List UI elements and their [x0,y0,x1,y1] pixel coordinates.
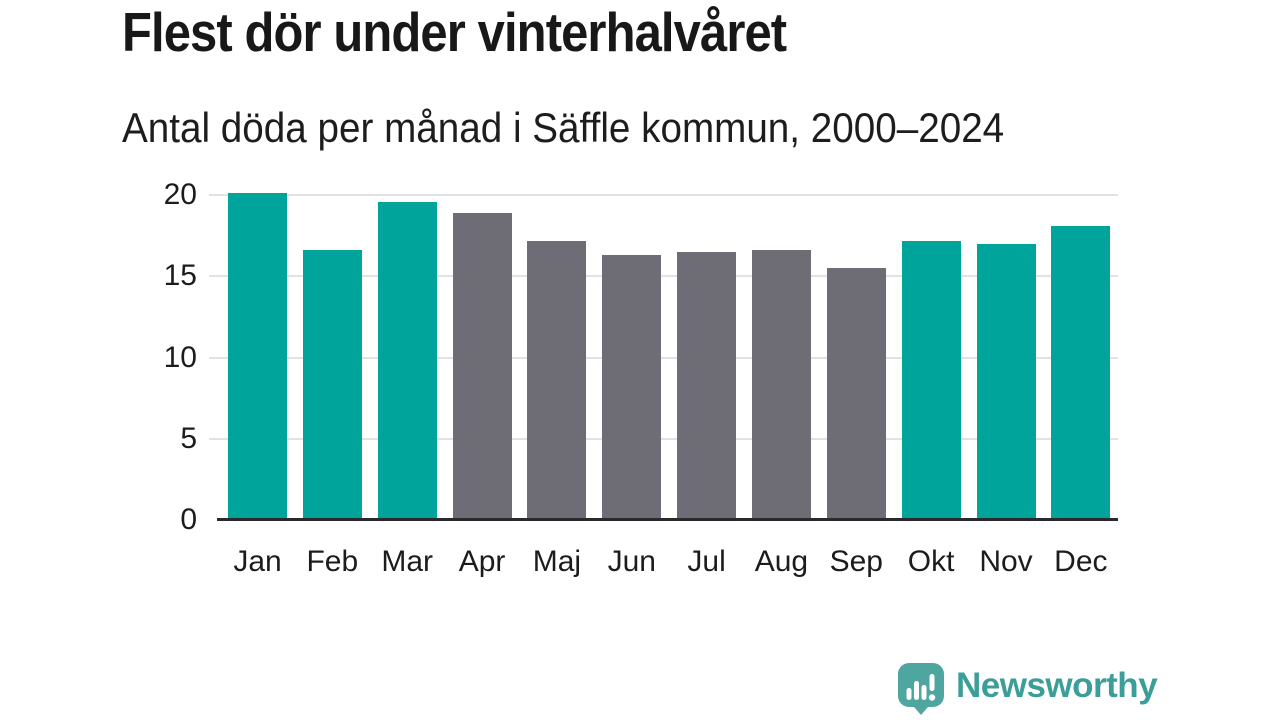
y-tick-mark-15 [209,275,217,278]
y-tick-label-10: 10 [163,340,197,374]
gridline-15 [217,275,1118,278]
x-tick-label-mar: Mar [381,545,434,578]
brand-footer: Newsworthy [897,662,1158,716]
gridline-5 [217,437,1118,440]
x-tick-label-okt: Okt [907,545,955,578]
bar-aug [751,250,811,520]
x-tick-label-jul: Jul [687,545,726,578]
y-tick-label-15: 15 [163,259,197,293]
bar-nov [976,243,1036,520]
x-tick-label-nov: Nov [979,545,1033,578]
chart-subtitle: Antal döda per månad i Säffle kommun, 20… [122,104,1005,151]
gridline-10 [217,356,1118,359]
bar-sep [826,268,886,520]
x-tick-label-dec: Dec [1054,545,1108,578]
bar-jun [602,255,662,520]
gridline-20 [217,194,1118,196]
x-tick-label-feb: Feb [306,545,359,578]
x-tick-label-sep: Sep [829,545,883,578]
bar-okt [901,240,961,520]
chart-title: Flest dör under vinterhalvåret [122,1,787,63]
newsworthy-logo-icon [898,663,944,715]
x-axis-line [217,518,1118,521]
bar-apr [452,212,512,520]
y-tick-mark-5 [209,437,217,440]
x-tick-label-maj: Maj [532,545,582,578]
bar-mar [377,201,437,520]
bar-feb [302,250,362,520]
y-tick-label-0: 0 [180,503,197,536]
x-tick-label-apr: Apr [458,545,506,578]
bar-jul [677,251,737,520]
bar-maj [527,240,587,520]
brand-name: Newsworthy [956,666,1158,705]
x-tick-label-jan: Jan [233,545,282,578]
y-tick-mark-20 [209,194,217,196]
y-tick-label-5: 5 [180,421,197,455]
y-tick-label-20: 20 [163,178,197,211]
bar-jan [228,193,287,520]
x-tick-label-jun: Jun [607,545,656,578]
y-tick-mark-10 [209,356,217,359]
bar-dec [1051,225,1111,520]
x-tick-label-aug: Aug [754,545,809,578]
plot-area: 0 5 10 15 20 Jan Feb Mar Apr Maj Jun Jul Aug Sep Okt No… [164,178,1118,578]
